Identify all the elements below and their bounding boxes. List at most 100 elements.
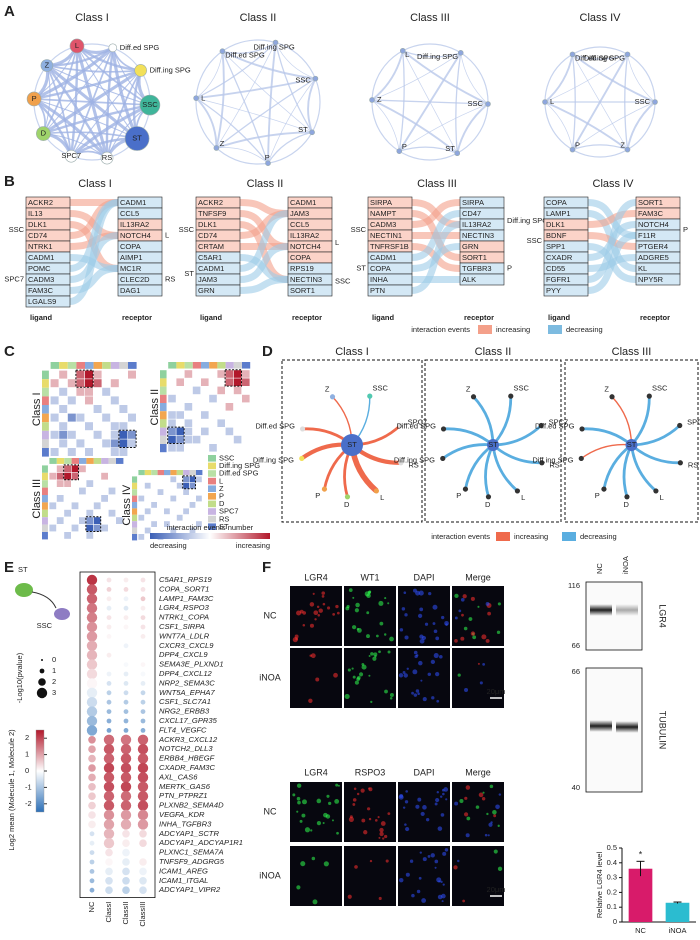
network-node	[139, 94, 161, 116]
dot	[86, 650, 98, 661]
network-node	[399, 47, 406, 54]
dot	[120, 772, 132, 783]
network-edge	[275, 42, 316, 79]
heat-cell	[101, 472, 108, 480]
type-strip	[168, 362, 177, 369]
dot	[89, 850, 95, 855]
dot	[103, 772, 115, 783]
blot-band	[616, 604, 638, 616]
network-edge	[267, 131, 313, 164]
heat-cell	[184, 386, 193, 395]
cell-label: ST	[18, 565, 28, 574]
node-label: SSC	[373, 384, 389, 393]
heat-cell	[209, 394, 217, 403]
heat-cell	[79, 495, 86, 502]
signal	[299, 609, 304, 614]
dot	[106, 596, 112, 602]
dot	[86, 687, 98, 698]
signal	[403, 591, 407, 594]
heat-cell	[56, 509, 64, 517]
heat-cell	[85, 413, 93, 422]
heat-cell	[93, 387, 102, 396]
node-label: P	[315, 491, 320, 500]
panel-letter: E	[4, 559, 14, 576]
heat-cell	[196, 482, 202, 489]
ligand-name: CADM3	[370, 220, 396, 229]
signal	[462, 899, 466, 903]
stain-header: DAPI	[413, 767, 434, 777]
signal	[458, 609, 462, 613]
ligand-box	[543, 284, 589, 297]
graph-title: Class III	[612, 346, 652, 358]
dot	[88, 783, 96, 791]
network-edge	[106, 69, 142, 159]
dot	[103, 828, 115, 839]
signal	[354, 680, 359, 685]
heat-cell	[71, 487, 79, 495]
node-label: Z	[377, 95, 382, 104]
legend-label: increasing	[496, 325, 530, 334]
dot	[140, 671, 146, 677]
type-strip	[160, 386, 167, 395]
heat-cell	[101, 487, 108, 495]
dot	[88, 820, 96, 829]
signal	[441, 900, 444, 903]
type-strip	[160, 419, 167, 428]
heat-cell	[242, 403, 250, 411]
signal	[425, 817, 430, 822]
row-label: ACKR3_CXCL12	[158, 735, 218, 744]
type-strip	[59, 362, 68, 369]
signal	[439, 654, 443, 659]
network-edge	[222, 50, 316, 80]
receptor-name: DAG1	[120, 286, 140, 295]
heat-cell	[233, 411, 242, 419]
legend-swatch	[208, 515, 216, 523]
row-label: CSF1_SLC7A1	[159, 697, 211, 706]
ligand-name: ACKR2	[28, 198, 53, 207]
heat-cell	[116, 532, 123, 539]
type-strip	[196, 470, 203, 476]
panel-letter: F	[262, 559, 271, 576]
ligand-name: IL13	[28, 209, 43, 218]
heat-cell	[49, 532, 57, 539]
signal	[405, 872, 410, 877]
dot	[123, 624, 129, 630]
heat-cell	[168, 444, 176, 452]
ligand-name: CADM1	[370, 253, 396, 262]
signal	[351, 625, 357, 630]
dot	[103, 781, 115, 792]
signal	[308, 698, 313, 704]
heat-cell	[201, 444, 209, 452]
heat-cell	[201, 435, 209, 444]
heat-cell	[56, 502, 64, 510]
y-tick-label: 0.2	[607, 887, 617, 896]
flow	[587, 210, 637, 228]
receptor-name: CD47	[462, 209, 481, 218]
heat-cell	[56, 480, 64, 487]
edge	[630, 444, 657, 492]
size-legend-dot	[36, 687, 48, 699]
size-legend-dot	[38, 678, 46, 686]
stain-header: LGR4	[304, 767, 328, 777]
lane-label: NC	[595, 563, 604, 574]
panel-letter: C	[4, 343, 15, 360]
heat-cell	[64, 465, 71, 473]
heat-cell	[151, 508, 157, 515]
signal	[361, 818, 366, 823]
ligand-name: DLK1	[546, 220, 565, 229]
network-edge	[371, 99, 458, 154]
signal	[356, 792, 360, 796]
heat-cell	[183, 514, 189, 521]
band-label: LGR4	[658, 604, 668, 628]
heat-cell	[176, 482, 183, 489]
receptor-name: F11R	[638, 231, 656, 240]
type-strip	[50, 362, 60, 369]
heat-cell	[168, 378, 176, 386]
edge	[581, 427, 633, 447]
signal	[414, 654, 418, 659]
node	[653, 488, 659, 494]
signal	[366, 593, 371, 599]
signal	[404, 613, 408, 617]
network-edge	[572, 53, 628, 60]
signal	[302, 624, 306, 627]
